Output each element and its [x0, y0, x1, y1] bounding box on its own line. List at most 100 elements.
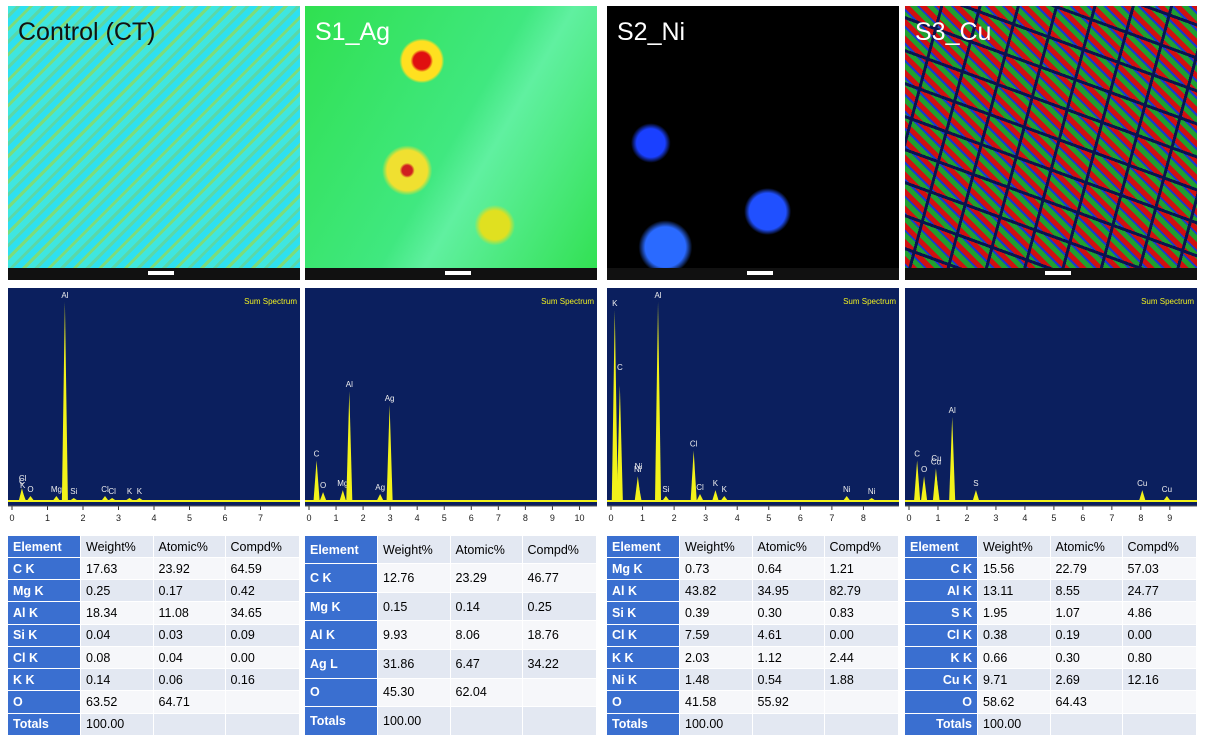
header-cell: Element — [305, 536, 378, 564]
value-cell: 0.03 — [153, 624, 225, 646]
element-cell: Totals — [305, 707, 378, 736]
panel-label: S1_Ag — [315, 18, 390, 47]
x-tick-label: 1 — [935, 513, 940, 523]
value-cell: 4.61 — [752, 624, 824, 646]
value-cell: 64.59 — [225, 558, 300, 580]
element-cell: Ni K — [607, 669, 680, 691]
x-tick-label: 1 — [45, 513, 50, 523]
value-cell: 0.06 — [153, 669, 225, 691]
peak-label: Ni — [635, 462, 643, 471]
value-cell — [752, 713, 824, 735]
table-row: O58.6264.43 — [905, 691, 1197, 713]
element-cell: Totals — [8, 713, 81, 735]
element-cell: Totals — [905, 713, 978, 735]
value-cell: 55.92 — [752, 691, 824, 713]
table-row: Mg K0.250.170.42 — [8, 580, 300, 602]
x-tick-label: 5 — [1051, 513, 1056, 523]
table-row: O45.3062.04 — [305, 678, 597, 707]
spectrum: Sum Spectrum012345678KCNiNiAlSiClClKKNiN… — [607, 288, 899, 528]
scale-mark — [747, 271, 773, 275]
header-cell: Weight% — [378, 536, 451, 564]
spectrum-title: Sum Spectrum — [541, 297, 594, 306]
element-cell: K K — [8, 669, 81, 691]
element-cell: Ag L — [305, 650, 378, 679]
element-cell: Cl K — [905, 624, 978, 646]
peak-label: Si — [662, 485, 669, 494]
spectrum-bg — [905, 288, 1197, 506]
x-tick-label: 2 — [361, 513, 366, 523]
table-row: Totals100.00 — [905, 713, 1197, 735]
value-cell: 0.30 — [752, 602, 824, 624]
value-cell — [1122, 713, 1197, 735]
value-cell — [225, 713, 300, 735]
value-cell: 46.77 — [522, 564, 597, 593]
peak-label: Cu — [1162, 485, 1172, 494]
scale-bar — [8, 268, 300, 280]
spectrum-title: Sum Spectrum — [244, 297, 297, 306]
element-cell: Si K — [8, 624, 81, 646]
element-cell: Mg K — [305, 592, 378, 621]
table-row: C K15.5622.7957.03 — [905, 558, 1197, 580]
sem-image: S3_Cu — [905, 6, 1197, 280]
scale-bar — [305, 268, 597, 280]
value-cell: 0.14 — [450, 592, 522, 621]
value-cell: 0.14 — [81, 669, 154, 691]
baseline — [607, 500, 899, 502]
value-cell: 2.44 — [824, 646, 899, 668]
peak-label: Cu — [931, 454, 941, 463]
scale-mark — [1045, 271, 1071, 275]
value-cell: 2.03 — [680, 646, 753, 668]
value-cell: 0.00 — [1122, 624, 1197, 646]
value-cell: 9.93 — [378, 621, 451, 650]
x-tick-label: 5 — [442, 513, 447, 523]
value-cell: 1.95 — [978, 602, 1051, 624]
value-cell: 31.86 — [378, 650, 451, 679]
table-row: Mg K0.730.641.21 — [607, 558, 899, 580]
peak-label: Ni — [843, 485, 851, 494]
value-cell: 12.76 — [378, 564, 451, 593]
value-cell: 17.63 — [81, 558, 154, 580]
element-cell: Cu K — [905, 669, 978, 691]
value-cell: 57.03 — [1122, 558, 1197, 580]
value-cell: 0.80 — [1122, 646, 1197, 668]
element-table: ElementWeight%Atomic%Compd%C K12.7623.29… — [305, 536, 597, 736]
spectrum-title: Sum Spectrum — [843, 297, 896, 306]
x-tick-label: 9 — [550, 513, 555, 523]
x-tick-label: 4 — [735, 513, 740, 523]
x-tick-label: 4 — [415, 513, 420, 523]
peak-label: Cu — [1137, 479, 1147, 488]
peak-label: Mg — [51, 485, 62, 494]
value-cell: 100.00 — [680, 713, 753, 735]
peak-label: K — [713, 479, 719, 488]
value-cell: 64.71 — [153, 691, 225, 713]
peak-label: K — [612, 299, 618, 308]
value-cell: 0.19 — [1050, 624, 1122, 646]
value-cell: 0.30 — [1050, 646, 1122, 668]
table-row: Cl K7.594.610.00 — [607, 624, 899, 646]
header-cell: Compd% — [225, 536, 300, 558]
header-cell: Compd% — [824, 536, 899, 558]
panel: S2_NiSum Spectrum012345678KCNiNiAlSiClCl… — [607, 6, 899, 736]
peak-label: C — [914, 449, 920, 458]
header-cell: Atomic% — [1050, 536, 1122, 558]
element-cell: Al K — [8, 602, 81, 624]
x-tick-label: 3 — [116, 513, 121, 523]
value-cell: 0.66 — [978, 646, 1051, 668]
value-cell: 0.54 — [752, 669, 824, 691]
value-cell: 15.56 — [978, 558, 1051, 580]
value-cell: 100.00 — [978, 713, 1051, 735]
peak-label: Ag — [385, 394, 395, 403]
x-tick-label: 0 — [906, 513, 911, 523]
table-row: Cu K9.712.6912.16 — [905, 669, 1197, 691]
value-cell: 0.39 — [680, 602, 753, 624]
sem-image: S1_Ag — [305, 6, 597, 280]
table-row: Al K43.8234.9582.79 — [607, 580, 899, 602]
header-cell: Atomic% — [450, 536, 522, 564]
